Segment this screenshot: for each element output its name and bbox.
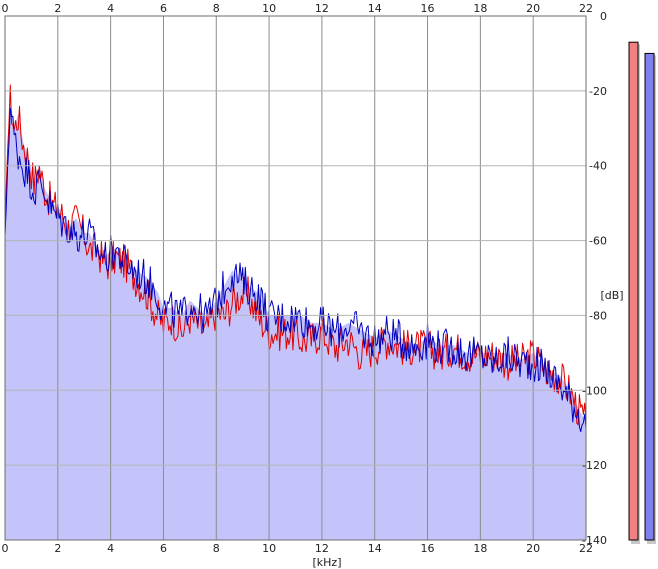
x-tick-label-top: 6 xyxy=(160,2,167,15)
x-tick-label-bottom: 16 xyxy=(421,542,435,555)
plot-area[interactable] xyxy=(4,16,587,541)
x-axis-label: [kHz] xyxy=(313,556,342,569)
x-tick-label-bottom: 8 xyxy=(213,542,220,555)
x-tick-label-bottom: 18 xyxy=(473,542,487,555)
x-tick-label-top: 0 xyxy=(2,2,9,15)
x-tick-label-bottom: 22 xyxy=(579,542,593,555)
x-tick-label-bottom: 14 xyxy=(368,542,382,555)
series-line-red xyxy=(4,84,587,426)
series-line-blue xyxy=(4,108,587,433)
x-tick-label-top: 10 xyxy=(262,2,276,15)
x-tick-label-top: 14 xyxy=(368,2,382,15)
x-tick-label-bottom: 6 xyxy=(160,542,167,555)
x-tick-label-bottom: 12 xyxy=(315,542,329,555)
y-tick-label: -40 xyxy=(589,160,607,173)
x-tick-label-bottom: 2 xyxy=(54,542,61,555)
x-tick-label-bottom: 20 xyxy=(526,542,540,555)
x-tick-label-top: 18 xyxy=(473,2,487,15)
x-tick-label-bottom: 10 xyxy=(262,542,276,555)
y-tick-label: -80 xyxy=(589,309,607,322)
plot-border xyxy=(4,15,587,541)
x-tick-labels-top: 0 2 4 6 8 10 12 14 16 18 20 22 xyxy=(2,2,594,15)
y-tick-label: 0 xyxy=(600,10,607,23)
x-tick-labels-bottom: 0 2 4 6 8 10 12 14 16 18 20 22 xyxy=(2,542,594,555)
level-meter-left xyxy=(628,41,639,541)
x-tick-label-bottom: 0 xyxy=(2,542,9,555)
x-tick-label-top: 2 xyxy=(54,2,61,15)
y-tick-label: -60 xyxy=(589,235,607,248)
y-tick-label: -120 xyxy=(582,459,607,472)
x-tick-label-top: 12 xyxy=(315,2,329,15)
level-meters xyxy=(628,41,656,545)
level-meter-right xyxy=(644,52,655,541)
x-tick-label-bottom: 4 xyxy=(107,542,114,555)
x-tick-label-top: 4 xyxy=(107,2,114,15)
plot-frame xyxy=(4,15,587,541)
x-tick-label-top: 16 xyxy=(421,2,435,15)
x-tick-label-top: 8 xyxy=(213,2,220,15)
x-tick-label-top: 22 xyxy=(579,2,593,15)
y-axis-label: [dB] xyxy=(600,289,623,302)
x-tick-label-top: 20 xyxy=(526,2,540,15)
y-tick-labels: 0 -20 -40 -60 -80 -100 -120 -140 xyxy=(582,10,607,547)
y-tick-label: -140 xyxy=(582,534,607,547)
spectrum-fill xyxy=(5,98,586,541)
y-tick-label: -100 xyxy=(582,384,607,397)
y-tick-label: -20 xyxy=(589,85,607,98)
